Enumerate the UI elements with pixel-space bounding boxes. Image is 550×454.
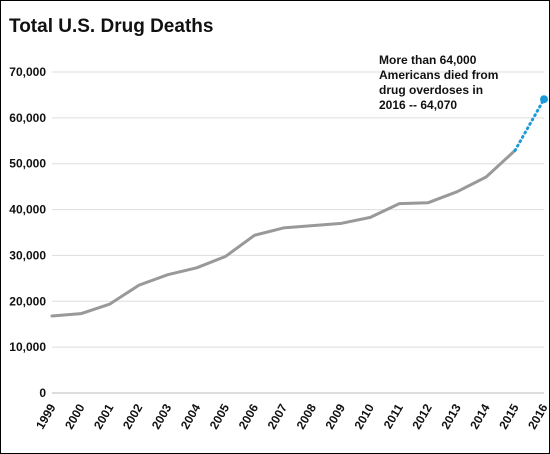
x-tick-label: 2005 [207, 401, 233, 431]
x-tick-label: 2013 [438, 401, 464, 431]
x-tick-label: 2000 [62, 401, 88, 431]
x-axis-ticks: 1999 2000 2001 2002 2003 2004 2005 2006 2007 2008… [33, 401, 550, 431]
y-tick-label: 10,000 [9, 340, 46, 354]
x-tick-label: 2006 [236, 401, 262, 431]
y-tick-label: 20,000 [9, 294, 46, 308]
x-tick-label: 2014 [467, 401, 493, 431]
x-tick-label: 1999 [33, 401, 59, 431]
final-data-point [540, 95, 548, 104]
x-tick-label: 2007 [265, 401, 291, 431]
x-tick-label: 2009 [323, 401, 349, 431]
x-tick-label: 2010 [351, 401, 377, 431]
y-tick-label: 70,000 [9, 65, 46, 79]
x-tick-label: 2015 [496, 401, 522, 431]
y-tick-label: 0 [39, 386, 46, 400]
annotation-line: More than 64,000 [379, 53, 477, 67]
y-tick-label: 30,000 [9, 248, 46, 262]
annotation-line: Americans died from [379, 68, 498, 82]
y-tick-label: 50,000 [9, 157, 46, 171]
y-tick-label: 60,000 [9, 111, 46, 125]
chart-title: Total U.S. Drug Deaths [9, 16, 214, 37]
x-tick-label: 2004 [178, 401, 204, 431]
series-group [50, 95, 548, 318]
x-tick-label: 2001 [91, 401, 117, 431]
projection-line [513, 97, 546, 152]
x-tick-label: 2002 [120, 401, 146, 431]
series-line [50, 148, 517, 318]
x-tick-label: 2016 [525, 401, 550, 431]
y-axis-ticks: 0 10,000 20,000 30,000 40,000 50,000 60,000 70,… [9, 65, 46, 400]
annotation-line: 2016 -- 64,070 [379, 98, 457, 112]
grid-lines [52, 71, 544, 394]
x-tick-label: 2003 [149, 401, 175, 431]
annotation-line: drug overdoses in [379, 83, 483, 97]
x-tick-label: 2008 [294, 401, 320, 431]
y-tick-label: 40,000 [9, 203, 46, 217]
annotation-text: More than 64,000 Americans died from drug … [379, 53, 498, 112]
x-tick-label: 2011 [381, 401, 406, 431]
annotation-group: More than 64,000 Americans died from drug … [379, 53, 498, 112]
x-tick-label: 2012 [409, 401, 435, 431]
